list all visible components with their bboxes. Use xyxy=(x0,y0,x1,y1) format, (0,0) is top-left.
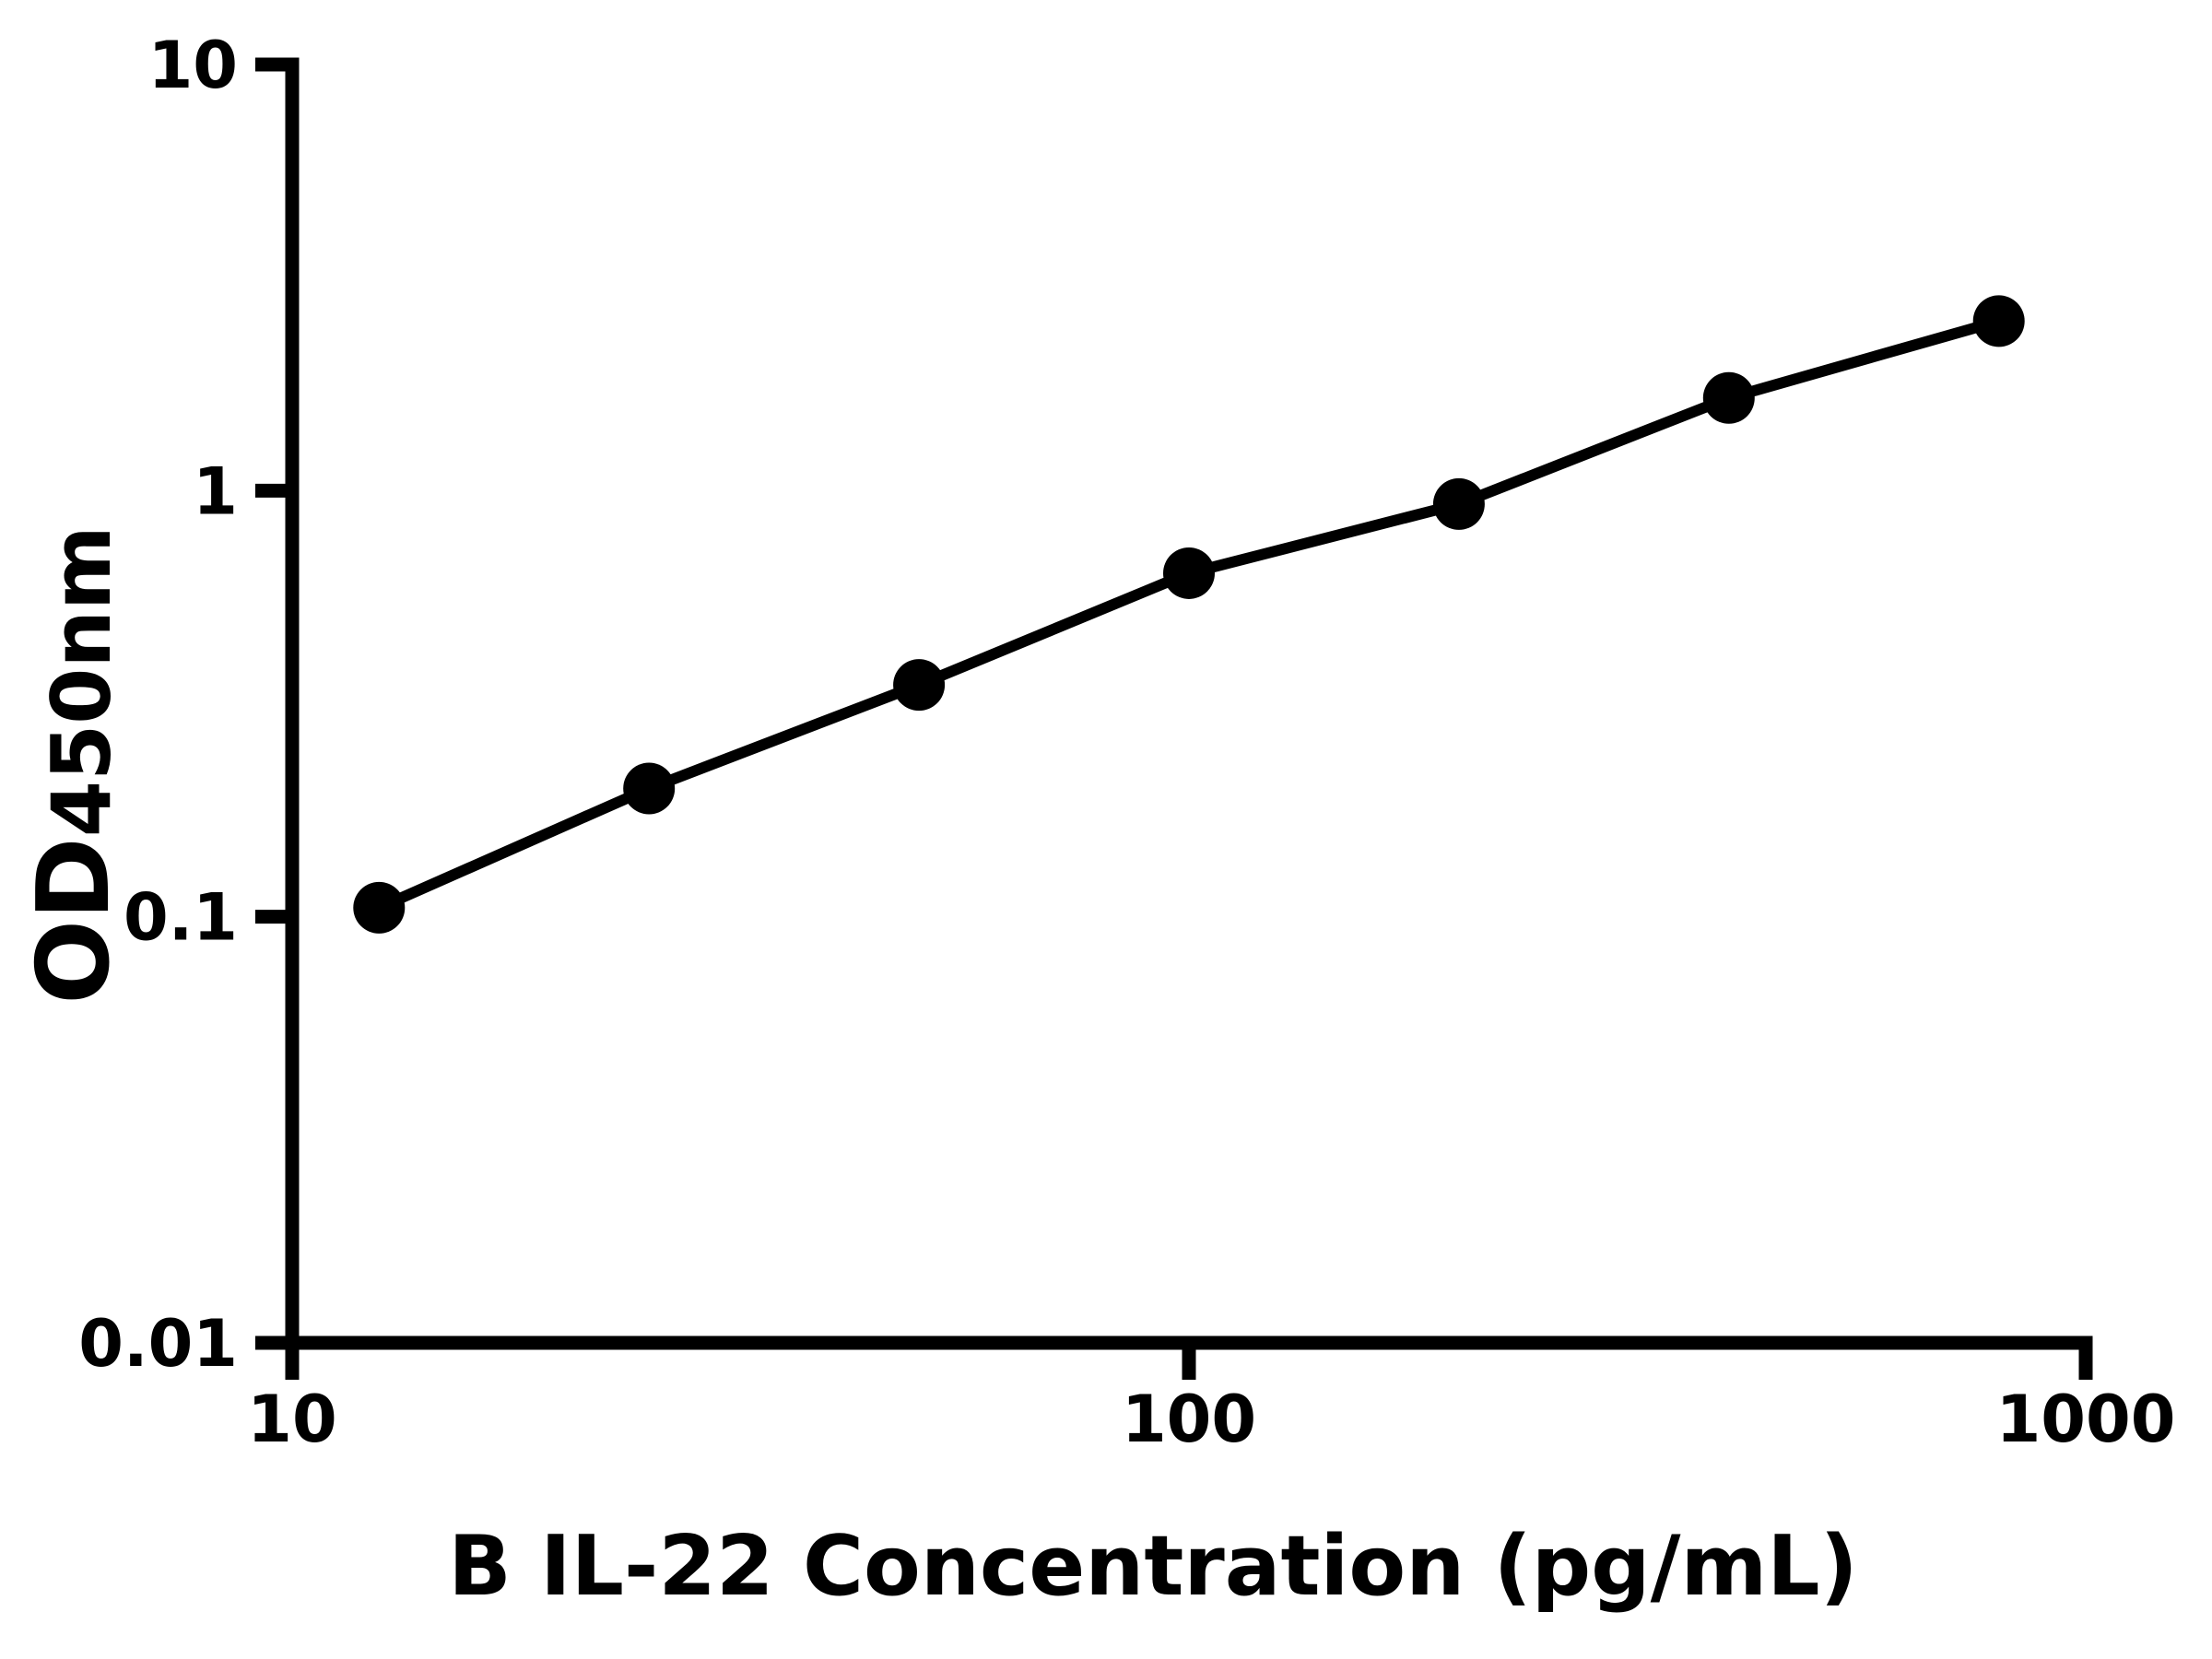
data-point xyxy=(353,881,406,934)
data-point xyxy=(623,762,676,815)
plot-area xyxy=(353,295,2025,934)
y-axis-title: OD450nm xyxy=(17,525,132,1005)
x-tick-label: 100 xyxy=(1122,1382,1256,1457)
axis-frame xyxy=(255,57,2093,1380)
data-point xyxy=(1972,295,2025,347)
x-tick-label: 10 xyxy=(247,1382,336,1457)
standard-curve-line xyxy=(376,315,2001,913)
y-tick-label: 0.1 xyxy=(124,880,238,956)
data-point xyxy=(1163,547,1215,599)
x-axis-title: B IL-22 Concentration (pg/mL) xyxy=(448,1518,1857,1615)
data-point xyxy=(1702,371,1755,424)
y-tick-label: 1 xyxy=(193,453,238,529)
axes xyxy=(255,57,2093,1380)
x-tick-label: 1000 xyxy=(1996,1382,2176,1457)
data-point xyxy=(893,659,946,712)
data-point xyxy=(1432,477,1485,530)
y-tick-label: 10 xyxy=(148,28,238,103)
y-tick-label: 0.01 xyxy=(78,1306,238,1382)
